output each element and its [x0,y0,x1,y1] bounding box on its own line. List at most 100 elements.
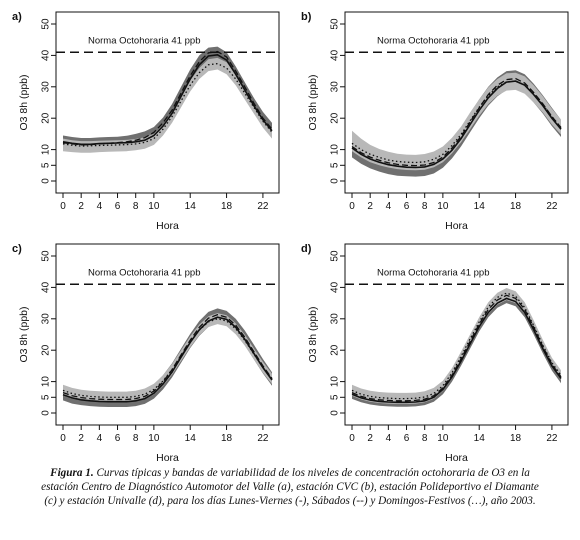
x-tick-label: 2 [78,201,84,212]
x-axis-label: Hora [156,452,179,462]
y-tick-label: 40 [41,281,52,293]
y-axis-label: O3 8h (ppb) [18,74,30,130]
variability-band-light [352,288,561,404]
variability-band-light [63,57,272,153]
x-tick-label: 4 [97,201,103,212]
chart-panel-2: Norma Octohoraria 41 ppb 0 5 10 20 30 40 50 0 2 4 6… [301,11,569,232]
x-tick-label: 22 [257,433,269,444]
series-line-solid [62,316,273,403]
x-tick-label: 22 [546,433,558,444]
plot-frame [55,243,280,426]
plot-frame [344,11,569,194]
series-line-dotted [351,80,562,164]
chart-panel-1: Norma Octohoraria 41 ppb 0 5 10 20 30 40 50 0 2 4 6… [12,11,280,232]
y-tick-label: 20 [330,344,341,356]
x-tick-label: 6 [404,201,410,212]
x-axis-label: Hora [445,220,468,232]
y-tick-label: 0 [330,410,341,416]
y-tick-label: 10 [330,144,341,156]
panel-label: a) [12,11,22,23]
x-tick-label: 22 [546,201,558,212]
y-tick-label: 50 [41,250,52,262]
variability-band-dark [352,290,561,407]
y-tick-label: 10 [330,376,341,388]
series-line-dotted [351,292,562,400]
x-tick-label: 8 [422,433,428,444]
y-tick-label: 30 [41,81,52,93]
y-tick-label: 50 [41,18,52,30]
x-tick-label: 18 [510,433,522,444]
y-tick-label: 40 [330,281,341,293]
x-tick-label: 18 [221,433,233,444]
y-tick-label: 40 [41,49,52,61]
x-axis-label: Hora [445,452,468,462]
caption-text: Curvas típicas y bandas de variabilidad … [41,467,539,507]
series-line-dashed [351,77,562,167]
series-line-solid [351,80,562,169]
y-tick-label: 5 [41,162,52,168]
y-tick-label: 20 [41,112,52,124]
x-tick-label: 18 [221,201,233,212]
x-tick-label: 4 [386,433,392,444]
y-tick-label: 20 [41,344,52,356]
reference-line-label: Norma Octohoraria 41 ppb [88,35,200,46]
x-tick-label: 8 [133,201,139,212]
reference-line-label: Norma Octohoraria 41 ppb [377,35,489,46]
x-tick-label: 14 [185,201,197,212]
x-tick-label: 14 [185,433,197,444]
x-tick-label: 6 [404,433,410,444]
x-tick-label: 2 [367,201,373,212]
x-tick-label: 0 [60,201,66,212]
x-tick-label: 14 [474,201,486,212]
x-tick-label: 2 [78,433,84,444]
y-axis-label: O3 8h (ppb) [307,306,319,362]
x-tick-label: 0 [349,201,355,212]
y-tick-label: 50 [330,18,341,30]
y-tick-label: 10 [41,144,52,156]
y-tick-label: 10 [41,376,52,388]
x-tick-label: 10 [148,433,160,444]
x-tick-label: 10 [437,433,449,444]
variability-band-light [352,72,561,171]
reference-line-label: Norma Octohoraria 41 ppb [377,267,489,278]
caption-label: Figura 1. [50,467,94,479]
x-tick-label: 8 [422,201,428,212]
series-line-solid [351,297,562,404]
y-tick-label: 30 [330,81,341,93]
y-tick-label: 30 [41,313,52,325]
variability-band-dark [352,70,561,177]
plot-frame [55,11,280,194]
x-tick-label: 6 [115,201,121,212]
series-line-dotted [62,62,273,147]
x-tick-label: 4 [97,433,103,444]
y-tick-label: 30 [330,313,341,325]
y-tick-label: 5 [330,162,341,168]
reference-line-label: Norma Octohoraria 41 ppb [88,267,200,278]
x-tick-label: 10 [437,201,449,212]
y-tick-label: 40 [330,49,341,61]
plot-frame [344,243,569,426]
panel-label: b) [301,11,312,23]
x-tick-label: 0 [349,433,355,444]
y-axis-label: O3 8h (ppb) [307,74,319,130]
y-axis-label: O3 8h (ppb) [18,306,30,362]
x-tick-label: 8 [133,433,139,444]
y-tick-label: 20 [330,112,341,124]
series-line-dotted [62,318,273,398]
series-line-solid [62,53,273,146]
y-tick-label: 5 [41,394,52,400]
x-tick-label: 22 [257,201,269,212]
panel-label: d) [301,243,312,255]
chart-panel-4: Norma Octohoraria 41 ppb 0 5 10 20 30 40 50 0 2 4 6… [301,243,569,462]
x-axis-label: Hora [156,220,179,232]
chart-panel-3: Norma Octohoraria 41 ppb 0 5 10 20 30 40 50 0 2 4 6… [12,243,280,462]
y-tick-label: 50 [330,250,341,262]
x-tick-label: 10 [148,201,160,212]
x-tick-label: 0 [60,433,66,444]
variability-band-light [63,313,272,403]
series-line-dashed [351,294,562,402]
y-tick-label: 0 [41,178,52,184]
y-tick-label: 5 [330,394,341,400]
variability-band-dark [63,46,272,150]
panel-label: c) [12,243,22,255]
